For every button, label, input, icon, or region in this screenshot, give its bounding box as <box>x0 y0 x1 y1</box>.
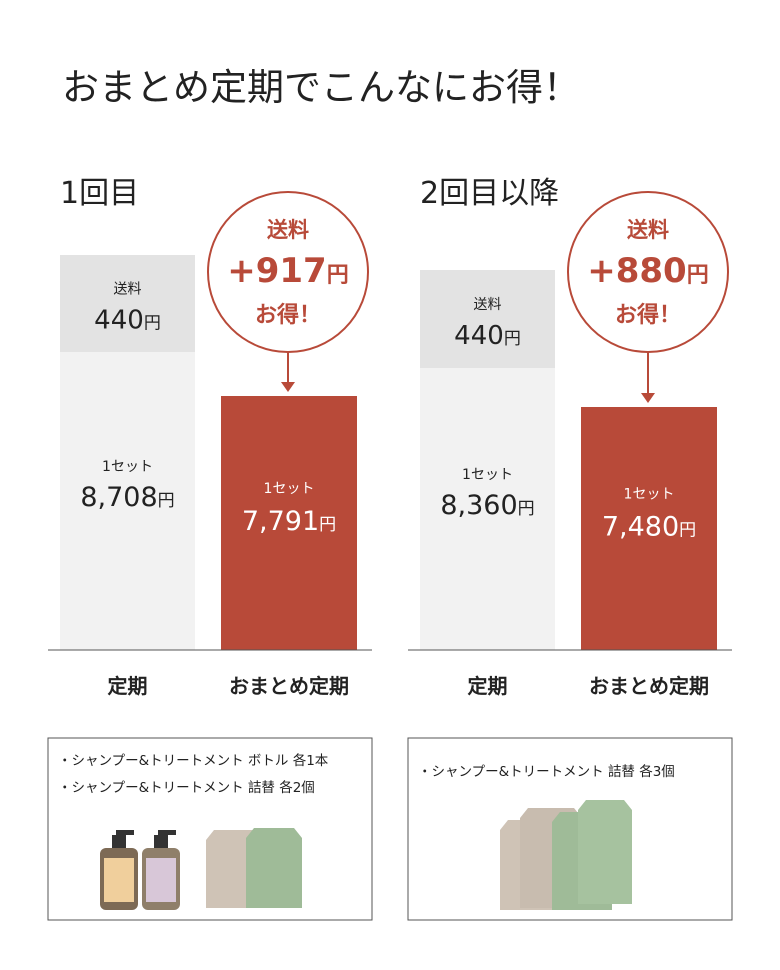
bundle-bar <box>581 407 717 650</box>
item-box <box>407 737 733 921</box>
bundle-bar <box>221 396 357 650</box>
item-text: ・シャンプー&トリートメント 詰替 各3個 <box>418 764 675 780</box>
shipping-price: 440円 <box>454 321 521 351</box>
set-price: 7,480円 <box>602 512 696 543</box>
pouch <box>246 828 302 908</box>
set-price-part: 7,791 <box>242 506 319 537</box>
shipping-block <box>420 270 555 368</box>
badge-top: 送料 <box>627 218 669 242</box>
set-price-part: 8,708 <box>80 482 157 513</box>
regular-bar <box>60 352 195 650</box>
badge-amount-part: 円 <box>327 263 349 288</box>
shipping-price-part: 円 <box>144 314 161 334</box>
bottle-label <box>146 858 176 902</box>
set-label: 1セット <box>264 481 315 497</box>
badge-bottom: お得！ <box>615 302 681 328</box>
bottle-pump <box>158 830 176 835</box>
badge-bottom: お得！ <box>255 302 321 328</box>
badge-top: 送料 <box>267 218 309 242</box>
set-price: 8,708円 <box>80 482 174 513</box>
badge-amount-part: 円 <box>687 263 709 288</box>
bar-label: おまとめ定期 <box>589 674 709 698</box>
set-label: 1セット <box>102 459 153 475</box>
set-price-part: 円 <box>158 491 175 511</box>
badge-arrowhead <box>281 382 295 392</box>
badge-arrowhead <box>641 393 655 403</box>
set-price-part: 円 <box>679 521 696 541</box>
panel-heading: 2回目以降 <box>420 176 559 211</box>
set-label: 1セット <box>624 487 675 503</box>
bar-label: 定期 <box>108 674 148 698</box>
pouch <box>578 800 632 904</box>
badge-amount: +917円 <box>227 251 348 291</box>
shipping-price-part: 440 <box>454 321 504 351</box>
shipping-label: 送料 <box>114 282 142 298</box>
set-price-part: 円 <box>319 515 336 535</box>
shipping-price: 440円 <box>94 306 161 336</box>
shipping-price-part: 440 <box>94 306 144 336</box>
shipping-price-part: 円 <box>504 329 521 349</box>
bottle-pump <box>154 835 168 849</box>
set-price: 7,791円 <box>242 506 336 537</box>
set-label: 1セット <box>462 467 513 483</box>
regular-bar <box>420 368 555 650</box>
set-price-part: 7,480 <box>602 512 679 543</box>
shipping-block <box>60 255 195 352</box>
page-title: おまとめ定期でこんなにお得！ <box>62 66 580 109</box>
item-text: ・シャンプー&トリートメント ボトル 各1本 <box>58 753 329 769</box>
bottle-pump <box>112 835 126 849</box>
panel-heading: 1回目 <box>60 176 139 211</box>
set-price-part: 8,360 <box>440 490 517 521</box>
badge-amount-part: +917 <box>227 251 326 291</box>
badge-amount: +880円 <box>587 251 708 291</box>
bar-label: おまとめ定期 <box>229 674 349 698</box>
bar-label: 定期 <box>468 674 508 698</box>
item-box <box>47 737 373 921</box>
set-price: 8,360円 <box>440 490 534 521</box>
item-text: ・シャンプー&トリートメント 詰替 各2個 <box>58 780 315 796</box>
bottle-pump <box>116 830 134 835</box>
set-price-part: 円 <box>518 499 535 519</box>
shipping-label: 送料 <box>474 297 502 313</box>
bottle-label <box>104 858 134 902</box>
badge-amount-part: +880 <box>587 251 686 291</box>
